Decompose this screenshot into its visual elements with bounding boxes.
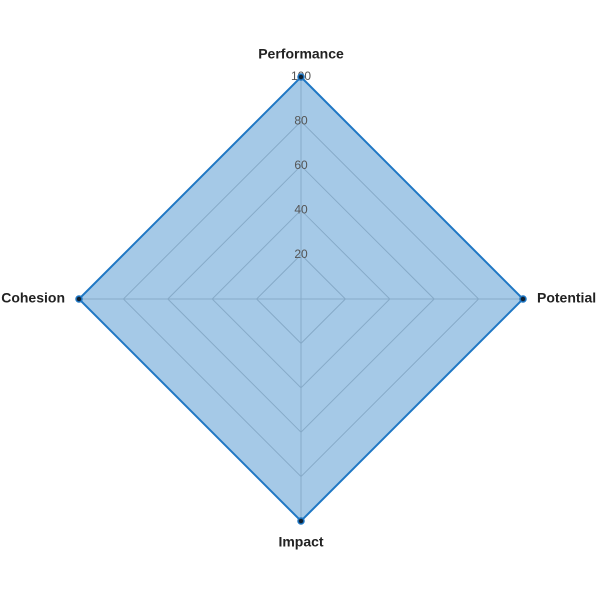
data-area [77, 75, 525, 523]
r-tick-label: 60 [294, 158, 308, 172]
data-point [297, 73, 305, 81]
category-label: Impact [278, 534, 323, 550]
r-tick-label: 80 [294, 114, 308, 128]
category-label: Cohesion [1, 290, 65, 306]
data-point [75, 295, 83, 303]
r-tick-label: 40 [294, 202, 308, 216]
data-point [297, 517, 305, 525]
r-tick-label: 20 [294, 247, 308, 261]
category-label: Performance [258, 46, 344, 62]
category-label: Potential [537, 290, 596, 306]
data-point [519, 295, 527, 303]
